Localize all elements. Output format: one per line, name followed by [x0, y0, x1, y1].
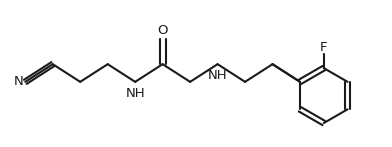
Text: F: F	[320, 41, 328, 54]
Text: O: O	[158, 24, 168, 37]
Text: NH: NH	[208, 69, 227, 82]
Text: N: N	[14, 75, 23, 88]
Text: NH: NH	[125, 87, 145, 100]
